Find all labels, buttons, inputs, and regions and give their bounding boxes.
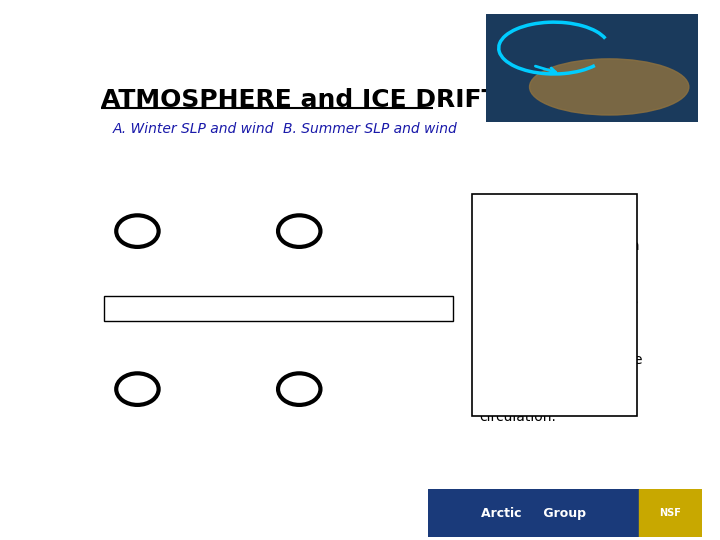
Bar [639, 489, 702, 537]
FancyBboxPatch shape [472, 194, 637, 416]
FancyBboxPatch shape [104, 295, 453, 321]
Text: Figure shows that the
sea ice drifts
anticyclonically in both
winter and summer.: Figure shows that the sea ice drifts ant… [479, 201, 642, 424]
Text: D. Summer buoy drift: D. Summer buoy drift [294, 301, 444, 315]
Text: Arctic     Group: Arctic Group [481, 507, 586, 519]
Text: ATMOSPHERE and ICE DRIFT: ATMOSPHERE and ICE DRIFT [101, 87, 499, 112]
Text: B. Summer SLP and wind: B. Summer SLP and wind [282, 122, 456, 136]
Bar [428, 489, 639, 537]
Text: A. Winter SLP and wind: A. Winter SLP and wind [112, 122, 274, 136]
Ellipse shape [529, 59, 689, 115]
Text: C. Winter buoy drift: C. Winter buoy drift [126, 301, 263, 315]
Text: NSF: NSF [660, 508, 681, 518]
